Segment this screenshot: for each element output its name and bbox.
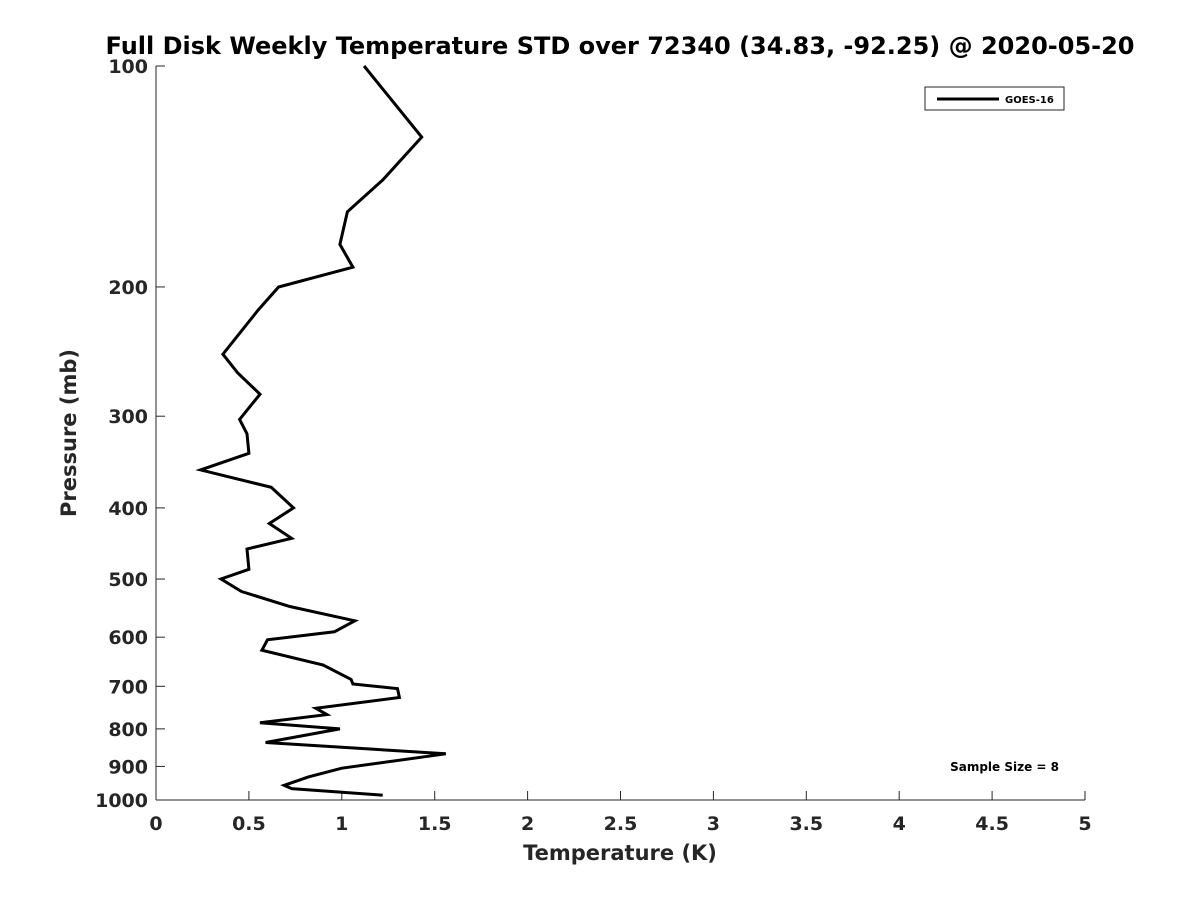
- series-group: [195, 65, 447, 797]
- legend-label: GOES-16: [1005, 95, 1054, 106]
- x-tick-label: 1: [335, 813, 348, 835]
- x-tick-label: 0.5: [232, 813, 266, 835]
- y-tick-label: 600: [108, 627, 148, 649]
- x-tick-label: 3: [707, 813, 720, 835]
- y-tick-label: 200: [108, 277, 148, 299]
- x-tick-label: 4: [893, 813, 906, 835]
- y-ticks: 100 200 300 400 500 600 700 800 900 1000: [95, 56, 165, 812]
- x-tick-label: 1.5: [418, 813, 452, 835]
- y-tick-label: 800: [108, 719, 148, 741]
- y-tick-label: 300: [108, 406, 148, 428]
- sample-size-annotation: Sample Size = 8: [950, 760, 1059, 774]
- y-tick-label: 500: [108, 569, 148, 591]
- y-tick-label: 100: [108, 56, 148, 78]
- x-tick-label: 5: [1078, 813, 1091, 835]
- x-tick-label: 0: [149, 813, 162, 835]
- x-axis-label: Temperature (K): [523, 841, 717, 865]
- x-tick-label: 3.5: [789, 813, 823, 835]
- series-line-goes-16: [195, 65, 447, 797]
- y-tick-label: 1000: [95, 790, 148, 812]
- y-tick-label: 400: [108, 498, 148, 520]
- axes: [155, 66, 1085, 801]
- y-tick-label: 900: [108, 756, 148, 778]
- x-tick-label: 4.5: [975, 813, 1009, 835]
- y-axis-label: Pressure (mb): [57, 349, 81, 517]
- chart-title: Full Disk Weekly Temperature STD over 72…: [106, 32, 1135, 60]
- x-tick-label: 2.5: [604, 813, 638, 835]
- y-tick-label: 700: [108, 676, 148, 698]
- x-ticks: 0 0.5 1 1.5 2 2.5 3 3.5 4 4.5 5: [149, 791, 1092, 835]
- legend: GOES-16: [924, 86, 1065, 111]
- x-tick-label: 2: [521, 813, 534, 835]
